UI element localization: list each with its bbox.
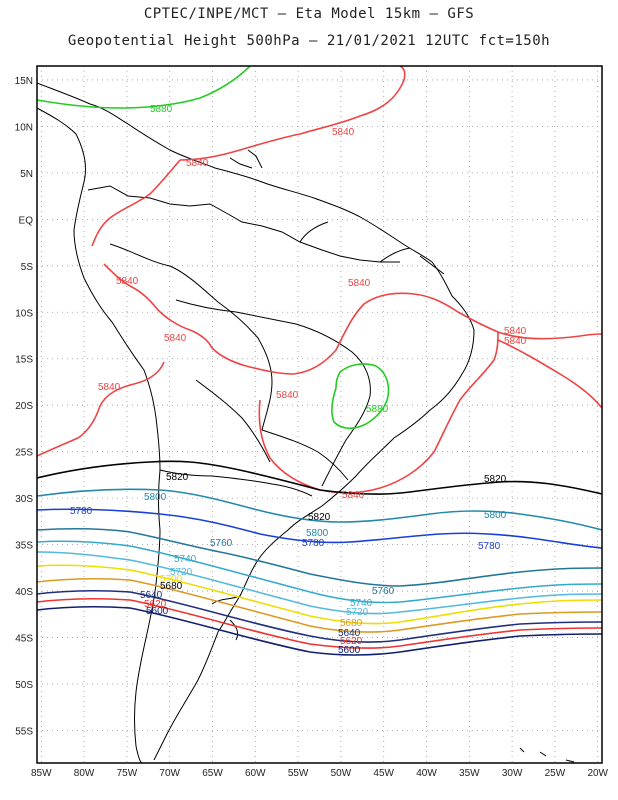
grid-lines xyxy=(37,66,602,763)
label-5640-a: 5640 xyxy=(140,590,163,601)
contour-lines xyxy=(37,66,602,656)
contour-5760 xyxy=(37,527,602,587)
contour-5840-east xyxy=(497,339,602,409)
longitude-labels: 85W 80W 75W 70W 65W 60W 55W 50W 45W 40W 35W 30W 25W 2… xyxy=(31,768,609,779)
lon-label: 25W xyxy=(545,768,566,779)
lat-label: 45S xyxy=(15,634,33,645)
contour-5840-north2 xyxy=(91,159,181,247)
label-5840-j: 5840 xyxy=(342,490,365,501)
lon-label: 30W xyxy=(502,768,523,779)
contour-5640 xyxy=(37,589,602,643)
label-5840-b: 5840 xyxy=(186,158,209,169)
label-5780-a: 5780 xyxy=(70,506,93,517)
contour-5840-andes xyxy=(103,263,213,349)
label-5720-a: 5720 xyxy=(170,567,193,578)
label-5680-a: 5680 xyxy=(160,581,183,592)
lat-label: 35S xyxy=(15,541,33,552)
lat-label: 10S xyxy=(15,308,33,319)
label-5800-b: 5800 xyxy=(484,510,507,521)
label-5800-c: 5800 xyxy=(306,528,329,539)
contour-5840-west xyxy=(37,361,165,457)
label-5840-g: 5840 xyxy=(504,336,527,347)
lat-label: EQ xyxy=(19,215,34,226)
label-5720-b: 5720 xyxy=(346,607,369,618)
label-5840-h: 5840 xyxy=(98,382,121,393)
title-line-2: Geopotential Height 500hPa – 21/01/2021 … xyxy=(67,33,551,49)
label-5740-a: 5740 xyxy=(174,554,197,565)
label-5840-d: 5840 xyxy=(348,278,371,289)
lat-label: 15N xyxy=(15,76,33,87)
label-5640-b: 5640 xyxy=(338,628,361,639)
lon-label: 65W xyxy=(202,768,223,779)
contour-5820 xyxy=(37,460,602,495)
lon-label: 60W xyxy=(245,768,266,779)
lon-label: 70W xyxy=(159,768,180,779)
latitude-labels: 15N 10N 5N EQ 5S 10S 15S 20S 25S 30S 35S 40S 45S 50S 5… xyxy=(15,76,34,738)
lon-label: 85W xyxy=(31,768,52,779)
contour-5600 xyxy=(37,605,602,656)
lon-label: 50W xyxy=(331,768,352,779)
contour-5840-central xyxy=(211,292,602,375)
label-5740-b: 5740 xyxy=(350,598,373,609)
contour-5740 xyxy=(37,540,602,604)
lon-label: 55W xyxy=(288,768,309,779)
lon-label: 35W xyxy=(459,768,480,779)
label-5880-brazil: 5880 xyxy=(366,404,389,415)
contour-5780 xyxy=(37,508,602,549)
lon-label: 75W xyxy=(117,768,138,779)
lat-label: 20S xyxy=(15,401,33,412)
label-5760-b: 5760 xyxy=(372,586,395,597)
label-5780-b: 5780 xyxy=(302,538,325,549)
contour-labels: 5880 5880 5840 5840 5840 5840 5840 5840 … xyxy=(70,104,527,656)
lat-label: 10N xyxy=(15,122,33,133)
contour-5620 xyxy=(37,597,602,649)
label-5840-e: 5840 xyxy=(164,333,187,344)
label-5840-f: 5840 xyxy=(504,326,527,337)
contour-5700 xyxy=(37,564,602,625)
label-5600-b: 5600 xyxy=(338,645,361,656)
lat-label: 5S xyxy=(21,262,34,273)
label-5840-c: 5840 xyxy=(116,276,139,287)
lat-label: 55S xyxy=(15,726,33,737)
lat-label: 40S xyxy=(15,587,33,598)
lat-label: 15S xyxy=(15,355,33,366)
contour-5720 xyxy=(37,551,602,615)
title-line-1: CPTEC/INPE/MCT – Eta Model 15km – GFS xyxy=(143,6,475,22)
map-frame xyxy=(36,65,603,764)
contour-5840-north xyxy=(179,66,406,161)
label-5760-a: 5760 xyxy=(210,538,233,549)
contour-5880-brazil xyxy=(331,363,390,430)
lon-label: 45W xyxy=(373,768,394,779)
contour-5800 xyxy=(37,488,602,531)
label-5880-north: 5880 xyxy=(150,104,173,115)
label-5780-c: 5780 xyxy=(478,541,501,552)
lat-label: 5N xyxy=(20,169,33,180)
label-5680-b: 5680 xyxy=(340,618,363,629)
lat-label: 30S xyxy=(15,494,33,505)
lon-label: 20W xyxy=(587,768,608,779)
contour-5680 xyxy=(37,577,602,633)
contour-5880-north xyxy=(37,66,251,109)
label-5820-c: 5820 xyxy=(308,512,331,523)
contour-5840-south xyxy=(258,331,499,494)
label-5820-a: 5820 xyxy=(166,472,189,483)
label-5800-a: 5800 xyxy=(144,492,167,503)
label-5820-b: 5820 xyxy=(484,474,507,485)
lon-label: 40W xyxy=(416,768,437,779)
label-5600-a: 5600 xyxy=(146,606,169,617)
lat-label: 25S xyxy=(15,448,33,459)
coastlines xyxy=(37,82,575,763)
lon-label: 80W xyxy=(74,768,95,779)
lat-label: 50S xyxy=(15,680,33,691)
label-5700-a: 5700 xyxy=(160,574,183,585)
label-5840-i: 5840 xyxy=(276,390,299,401)
label-5620-a: 5620 xyxy=(144,599,167,610)
label-5620-b: 5620 xyxy=(340,636,363,647)
label-5840-a: 5840 xyxy=(332,127,355,138)
